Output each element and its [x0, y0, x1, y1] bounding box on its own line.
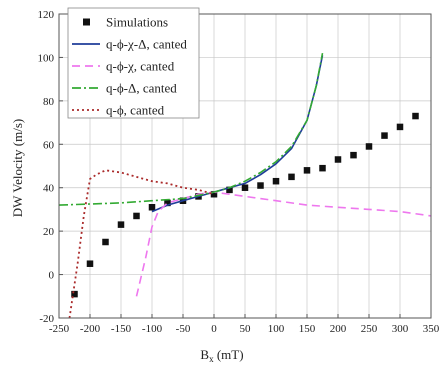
- simulation-point-21: [396, 123, 404, 131]
- x-tick-label-11: 300: [392, 323, 409, 335]
- series-line-2: [135, 191, 432, 297]
- y-tick-label-1: 0: [49, 270, 55, 282]
- simulation-point-14: [288, 173, 295, 181]
- legend-item-3: q-ϕ-Δ, canted: [72, 81, 177, 96]
- legend: Simulations q-ϕ-χ-Δ, canted q-ϕ-χ, canted q…: [67, 7, 200, 119]
- simulation-point-2: [102, 238, 109, 246]
- series-0: [71, 112, 419, 298]
- y-tick-label-7: 120: [38, 9, 55, 21]
- y-tick-label-5: 80: [43, 96, 55, 108]
- simulation-point-15: [303, 167, 311, 174]
- y-tick-label-6: 100: [38, 52, 55, 64]
- simulation-point-4: [133, 212, 140, 220]
- y-tick-label-4: 60: [43, 139, 55, 151]
- simulation-point-3: [117, 221, 125, 228]
- simulation-point-1: [86, 260, 94, 267]
- simulation-point-12: [257, 182, 264, 189]
- series-layer: [58, 52, 432, 319]
- legend-label-3: q-ϕ-Δ, canted: [106, 81, 177, 96]
- legend-item-4: q-ϕ, canted: [72, 103, 165, 118]
- x-tick-label-4: -50: [176, 323, 191, 335]
- simulation-point-16: [319, 164, 326, 172]
- simulation-point-9: [210, 190, 218, 198]
- x-tick-label-9: 200: [330, 323, 347, 335]
- series-line-3: [58, 52, 324, 206]
- x-tick-label-8: 150: [299, 323, 316, 335]
- simulation-point-11: [241, 184, 249, 191]
- x-axis-label-subscript: x: [209, 354, 214, 364]
- legend-label-2: q-ϕ-χ, canted: [106, 59, 175, 74]
- axes: [58, 13, 432, 319]
- x-tick-label-12: 350: [423, 323, 440, 335]
- x-tick-label-10: 250: [361, 323, 378, 335]
- x-tick-label-7: 100: [268, 323, 285, 335]
- legend-item-0: Simulations: [83, 15, 168, 30]
- x-tick-label-2: -150: [111, 323, 132, 335]
- tick-labels: -250 -200 -150 -100 -50 0 50 100 150 200 250 300 350…: [38, 9, 440, 335]
- series-3: [58, 52, 324, 206]
- simulation-point-10: [226, 186, 233, 194]
- simulation-point-13: [272, 177, 280, 185]
- legend-label-0: Simulations: [106, 15, 168, 30]
- x-axis-label: B: [200, 347, 209, 362]
- simulation-point-18: [350, 151, 357, 159]
- legend-item-1: q-ϕ-χ-Δ, canted: [72, 37, 187, 52]
- series-2: [135, 191, 432, 297]
- y-tick-label-3: 40: [43, 183, 55, 195]
- x-axis-label-unit: (mT): [214, 347, 244, 362]
- y-tick-label-2: 20: [43, 226, 55, 238]
- simulation-point-19: [365, 143, 373, 150]
- series-line-4: [68, 169, 215, 319]
- x-tick-label-6: 50: [240, 323, 252, 335]
- legend-label-1: q-ϕ-χ-Δ, canted: [106, 37, 187, 52]
- legend-marker-0: [83, 18, 90, 26]
- simulation-point-17: [334, 156, 342, 163]
- x-axis-title: Bx (mT): [200, 347, 243, 364]
- x-tick-label-3: -100: [142, 323, 163, 335]
- series-4: [68, 169, 215, 319]
- y-axis-title: DW Velocity (m/s): [10, 119, 25, 217]
- x-tick-label-5: 0: [211, 323, 217, 335]
- simulation-point-22: [412, 112, 419, 120]
- x-tick-label-0: -250: [49, 323, 70, 335]
- simulation-point-5: [148, 204, 156, 211]
- x-tick-label-1: -200: [80, 323, 101, 335]
- legend-item-2: q-ϕ-χ, canted: [72, 59, 175, 74]
- legend-label-4: q-ϕ, canted: [106, 103, 165, 118]
- simulation-point-6: [164, 199, 171, 207]
- simulation-point-0: [71, 290, 78, 298]
- legend-box: [67, 7, 200, 119]
- simulation-point-20: [381, 132, 388, 139]
- y-tick-label-0: -20: [39, 313, 54, 325]
